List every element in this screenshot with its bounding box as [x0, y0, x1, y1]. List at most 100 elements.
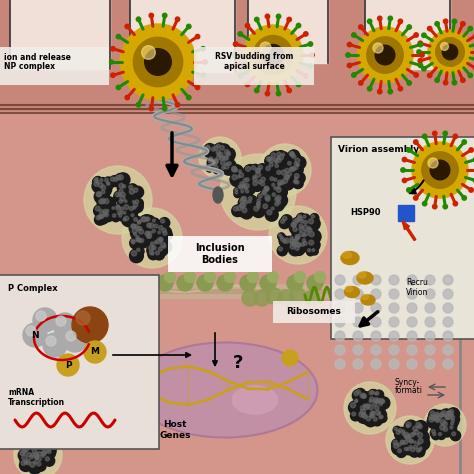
Circle shape — [307, 275, 323, 291]
Circle shape — [276, 14, 281, 18]
Circle shape — [147, 221, 160, 235]
Circle shape — [295, 180, 303, 188]
Circle shape — [273, 159, 283, 168]
Circle shape — [363, 404, 366, 407]
Circle shape — [287, 18, 292, 22]
Circle shape — [407, 289, 417, 299]
Circle shape — [220, 154, 296, 230]
Circle shape — [240, 189, 247, 197]
Circle shape — [277, 156, 280, 159]
Circle shape — [369, 410, 379, 420]
Circle shape — [416, 431, 429, 444]
Circle shape — [30, 442, 34, 446]
Circle shape — [138, 237, 149, 248]
Circle shape — [298, 223, 308, 233]
Text: ion and release: ion and release — [4, 53, 71, 62]
Circle shape — [95, 179, 103, 188]
Text: NP complex: NP complex — [4, 62, 55, 71]
Circle shape — [288, 150, 299, 161]
Circle shape — [149, 223, 154, 228]
Circle shape — [220, 165, 229, 173]
Circle shape — [129, 185, 133, 189]
Circle shape — [386, 416, 434, 464]
Circle shape — [158, 247, 163, 251]
Circle shape — [443, 81, 448, 85]
Circle shape — [407, 331, 417, 341]
Circle shape — [109, 176, 120, 186]
Circle shape — [259, 180, 270, 191]
Circle shape — [433, 432, 436, 436]
Circle shape — [362, 394, 366, 398]
Circle shape — [97, 192, 101, 197]
Circle shape — [439, 412, 444, 417]
Circle shape — [245, 23, 250, 27]
Circle shape — [410, 439, 413, 443]
Circle shape — [446, 410, 455, 419]
Circle shape — [285, 168, 289, 173]
Circle shape — [220, 160, 225, 165]
Circle shape — [207, 158, 216, 167]
Circle shape — [111, 46, 115, 51]
Circle shape — [412, 142, 468, 198]
Circle shape — [256, 168, 260, 173]
Circle shape — [177, 275, 193, 291]
Circle shape — [132, 205, 140, 213]
Circle shape — [275, 151, 286, 162]
Circle shape — [222, 148, 235, 161]
Circle shape — [309, 232, 314, 237]
Circle shape — [296, 215, 307, 226]
Circle shape — [92, 177, 103, 187]
Circle shape — [265, 91, 270, 96]
Circle shape — [285, 170, 298, 182]
Circle shape — [293, 180, 296, 183]
Ellipse shape — [10, 0, 110, 46]
Circle shape — [30, 462, 35, 467]
Circle shape — [40, 454, 47, 461]
Circle shape — [131, 224, 135, 228]
Circle shape — [99, 178, 107, 185]
Circle shape — [144, 217, 153, 225]
Circle shape — [370, 397, 374, 401]
Circle shape — [404, 447, 408, 450]
Circle shape — [270, 177, 273, 181]
Circle shape — [447, 411, 451, 415]
Text: M: M — [91, 347, 100, 356]
Circle shape — [401, 430, 410, 440]
Circle shape — [302, 234, 306, 237]
Circle shape — [446, 410, 458, 421]
Circle shape — [34, 455, 38, 459]
Circle shape — [273, 157, 282, 166]
Circle shape — [432, 414, 446, 428]
Circle shape — [360, 409, 365, 414]
Circle shape — [352, 412, 356, 416]
Circle shape — [219, 152, 223, 157]
Circle shape — [265, 155, 277, 167]
Circle shape — [157, 246, 167, 256]
Circle shape — [136, 238, 139, 242]
Circle shape — [138, 227, 142, 230]
Circle shape — [27, 453, 31, 457]
Circle shape — [238, 32, 242, 36]
Circle shape — [414, 196, 418, 200]
Circle shape — [402, 157, 407, 162]
Circle shape — [307, 238, 320, 251]
Circle shape — [279, 247, 283, 251]
Circle shape — [158, 237, 167, 245]
Circle shape — [444, 415, 454, 424]
Circle shape — [137, 102, 141, 107]
Circle shape — [238, 74, 242, 78]
Circle shape — [134, 199, 143, 208]
Circle shape — [118, 193, 121, 196]
Circle shape — [28, 454, 38, 464]
Circle shape — [244, 176, 254, 186]
Circle shape — [422, 152, 458, 188]
Circle shape — [23, 323, 47, 347]
Circle shape — [283, 174, 294, 185]
Circle shape — [243, 25, 303, 85]
Circle shape — [201, 46, 205, 51]
Circle shape — [258, 180, 262, 184]
Circle shape — [374, 400, 378, 403]
Circle shape — [289, 152, 293, 156]
Circle shape — [111, 206, 118, 213]
Circle shape — [396, 430, 401, 434]
